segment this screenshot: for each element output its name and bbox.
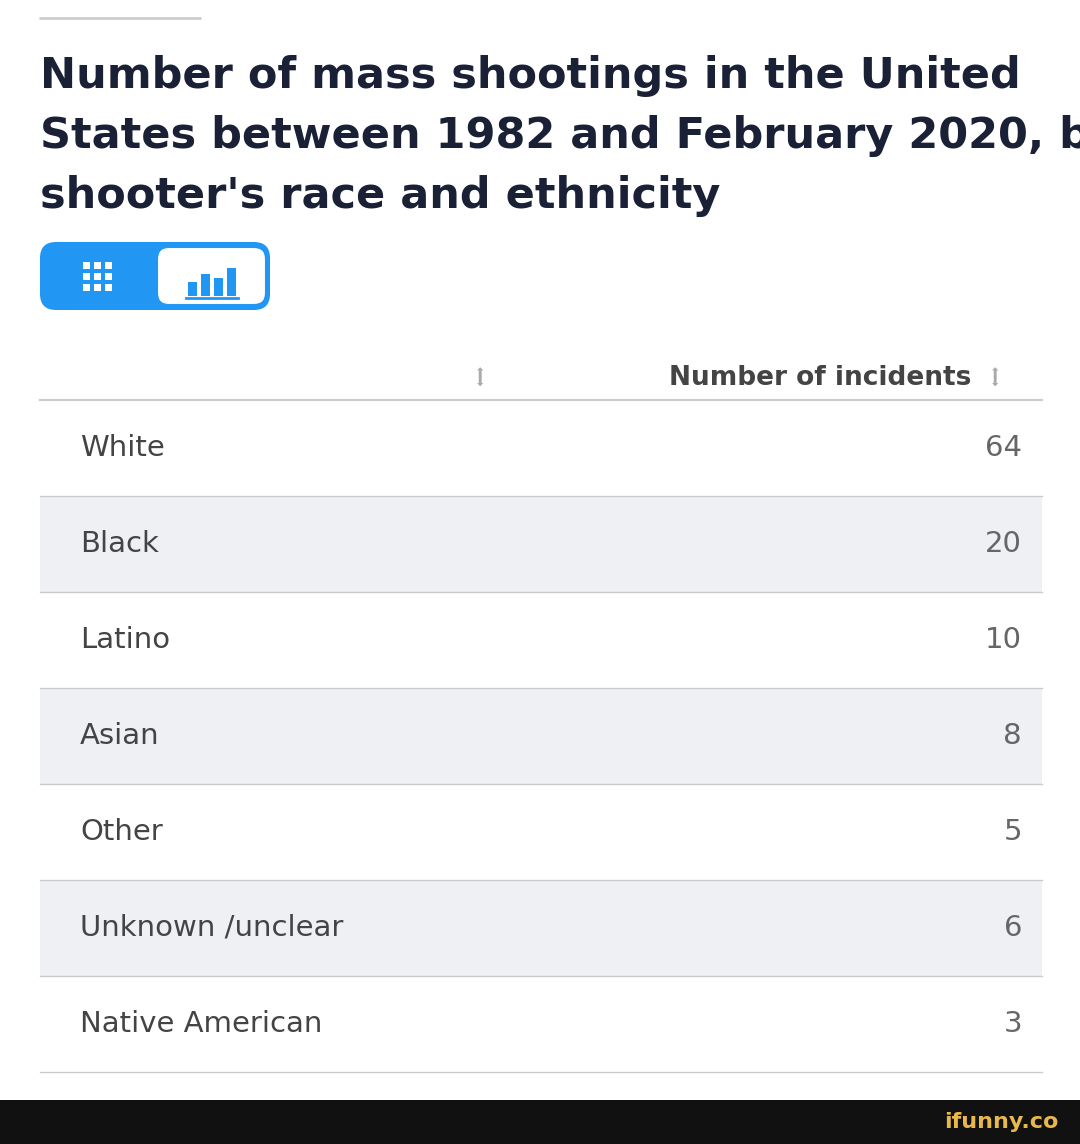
Text: 64: 64 bbox=[985, 434, 1022, 462]
Bar bbox=[94, 272, 100, 279]
Bar bbox=[0, 1101, 1080, 1144]
Text: ⬆
⬇: ⬆ ⬇ bbox=[475, 367, 485, 389]
Text: shooter's race and ethnicity: shooter's race and ethnicity bbox=[40, 175, 720, 217]
Bar bbox=[40, 496, 1042, 591]
Bar bbox=[105, 284, 111, 291]
Text: Native American: Native American bbox=[80, 1010, 322, 1038]
Text: 5: 5 bbox=[1003, 818, 1022, 847]
Text: States between 1982 and February 2020, by: States between 1982 and February 2020, b… bbox=[40, 116, 1080, 157]
Text: 8: 8 bbox=[1003, 722, 1022, 750]
Bar bbox=[40, 688, 1042, 784]
Text: White: White bbox=[80, 434, 165, 462]
Bar bbox=[40, 400, 1042, 496]
Text: Number of incidents: Number of incidents bbox=[669, 365, 971, 391]
Text: 6: 6 bbox=[1003, 914, 1022, 942]
Bar bbox=[82, 284, 90, 291]
Text: Black: Black bbox=[80, 530, 159, 558]
Bar bbox=[94, 262, 100, 269]
Bar bbox=[40, 880, 1042, 976]
Text: Number of mass shootings in the United: Number of mass shootings in the United bbox=[40, 55, 1021, 97]
Bar bbox=[188, 283, 197, 296]
Text: 10: 10 bbox=[985, 626, 1022, 654]
FancyBboxPatch shape bbox=[40, 243, 270, 310]
Bar bbox=[40, 591, 1042, 688]
Bar bbox=[227, 268, 237, 296]
Bar bbox=[40, 976, 1042, 1072]
Text: Latino: Latino bbox=[80, 626, 171, 654]
Bar bbox=[105, 272, 111, 279]
Text: ifunny.co: ifunny.co bbox=[944, 1112, 1058, 1133]
Bar bbox=[214, 278, 222, 296]
Text: Other: Other bbox=[80, 818, 163, 847]
Bar bbox=[82, 272, 90, 279]
Bar bbox=[94, 284, 100, 291]
Bar bbox=[82, 262, 90, 269]
Text: 3: 3 bbox=[1003, 1010, 1022, 1038]
Text: 20: 20 bbox=[985, 530, 1022, 558]
Bar bbox=[105, 262, 111, 269]
FancyBboxPatch shape bbox=[157, 247, 266, 305]
Bar bbox=[201, 275, 210, 296]
Text: Asian: Asian bbox=[80, 722, 160, 750]
Text: Unknown /unclear: Unknown /unclear bbox=[80, 914, 343, 942]
Text: ⬆
⬇: ⬆ ⬇ bbox=[989, 367, 1000, 389]
Bar bbox=[40, 784, 1042, 880]
